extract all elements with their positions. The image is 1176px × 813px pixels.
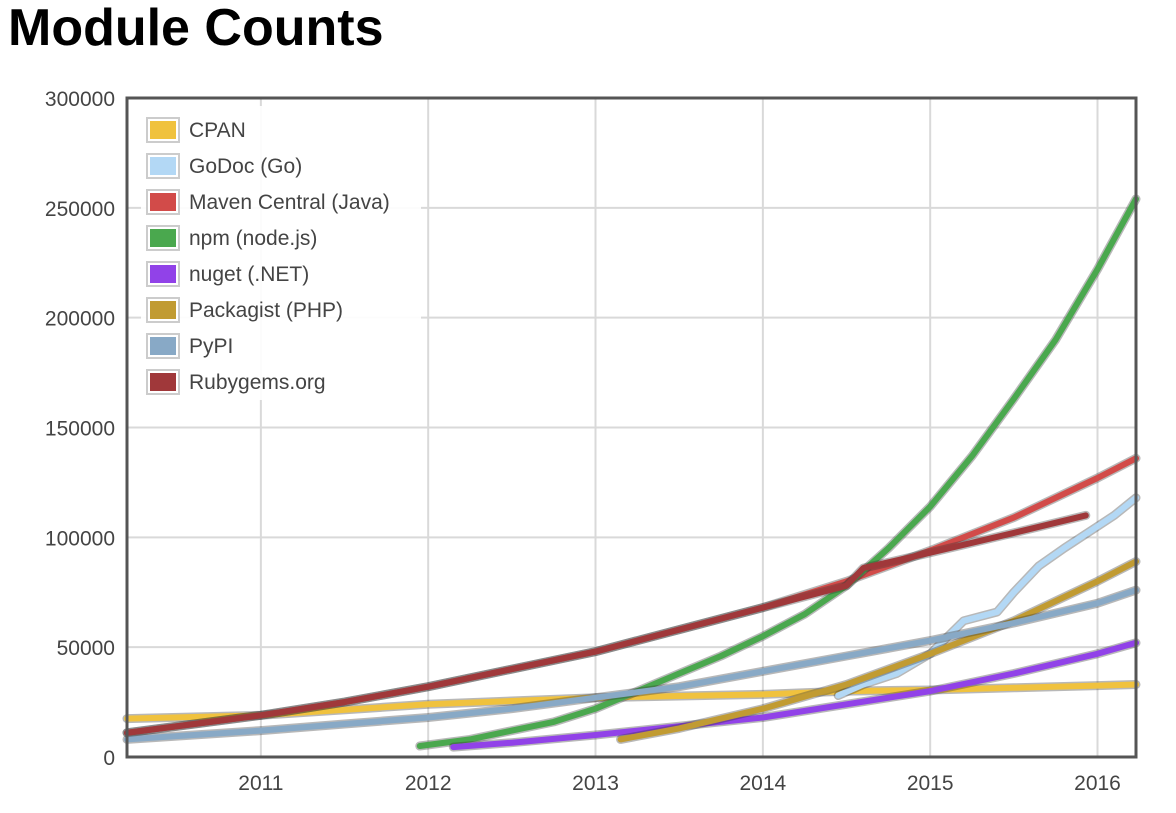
y-tick-label: 250000: [45, 198, 115, 221]
pypi-series-line: [124, 587, 1139, 743]
legend-item-cpan: CPAN: [146, 117, 246, 143]
y-tick-label: 300000: [45, 88, 115, 111]
y-tick-label: 150000: [45, 418, 115, 441]
x-tick-label: 2016: [1074, 772, 1121, 795]
legend-item-rubygems-org: Rubygems.org: [146, 369, 326, 395]
x-tick-label: 2014: [739, 772, 786, 795]
legend-label: nuget (.NET): [189, 263, 309, 286]
cpan-series-line: [124, 681, 1139, 722]
legend-label: CPAN: [189, 119, 246, 142]
legend-label: GoDoc (Go): [189, 155, 302, 178]
plot-frame: [125, 96, 1138, 759]
x-tick-label: 2013: [572, 772, 619, 795]
x-tick-label: 2011: [238, 772, 283, 795]
nuget-net-series-line: [450, 639, 1139, 751]
legend-label: Rubygems.org: [189, 371, 326, 394]
legend-item-pypi: PyPI: [146, 333, 233, 359]
legend-swatch: [150, 337, 176, 355]
legend-item-nuget-net: nuget (.NET): [146, 261, 309, 287]
legend-swatch: [150, 229, 176, 247]
y-tick-label: 50000: [57, 637, 115, 660]
legend-swatch: [150, 193, 176, 211]
rubygems-org-series-line: [124, 512, 1089, 736]
page-title: Module Counts: [8, 0, 384, 57]
legend-background: [141, 106, 421, 400]
y-tick-label: 200000: [45, 308, 115, 331]
legend-item-maven-central-java: Maven Central (Java): [146, 189, 390, 215]
legend-item-packagist-php: Packagist (PHP): [146, 297, 343, 323]
legend-swatch: [150, 373, 176, 391]
y-tick-label: 100000: [45, 527, 115, 550]
legend-label: PyPI: [189, 335, 233, 358]
legend-item-npm-node-js: npm (node.js): [146, 225, 317, 251]
legend-item-godoc-go: GoDoc (Go): [146, 153, 302, 179]
legend-label: npm (node.js): [189, 227, 317, 250]
legend-label: Maven Central (Java): [189, 191, 390, 214]
series-lines: [122, 194, 1141, 752]
packagist-php-series-line: [617, 558, 1139, 743]
godoc-go-series-line: [835, 494, 1139, 699]
axis-tick-labels: 0 50000 100000 150000 200000 250000 300000 2011…: [45, 88, 1121, 795]
x-tick-label: 2015: [907, 772, 954, 795]
y-tick-label: 0: [103, 747, 115, 770]
legend-swatch: [150, 265, 176, 283]
legend-swatch: [150, 157, 176, 175]
legend-label: Packagist (PHP): [189, 299, 343, 322]
legend: CPAN GoDoc (Go) Maven Central (Java) npm (n…: [141, 106, 421, 400]
legend-swatch: [150, 121, 176, 139]
x-tick-label: 2012: [405, 772, 452, 795]
npm-node-js-series-line: [416, 196, 1139, 749]
legend-swatch: [150, 301, 176, 319]
